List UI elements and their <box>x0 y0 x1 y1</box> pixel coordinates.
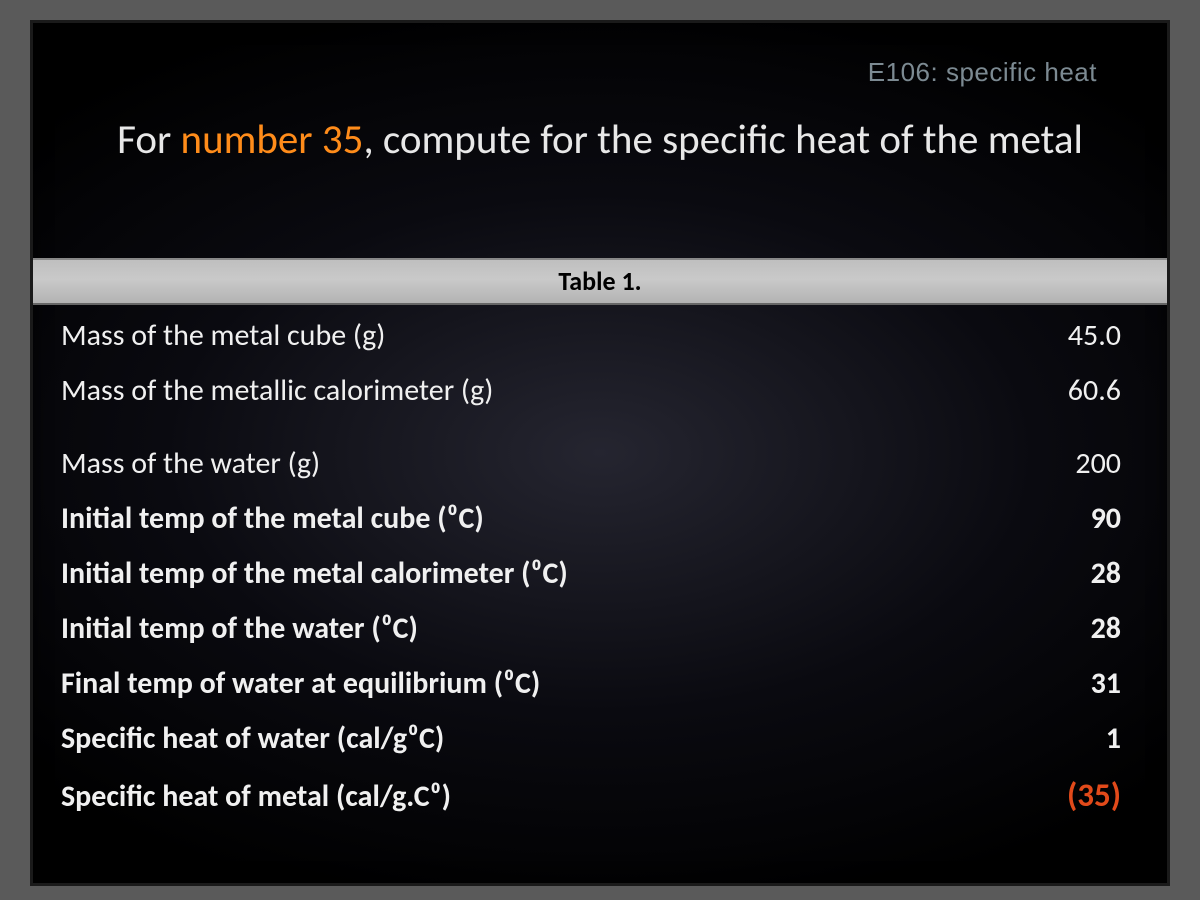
row-label: Specific heat of water (cal/g⁰C) <box>61 720 1011 757</box>
title-pre: For <box>117 115 180 165</box>
table-row: Mass of the metallic calorimeter (g)60.6 <box>61 363 1127 418</box>
row-value: 31 <box>1011 665 1127 702</box>
table-row: Final temp of water at equilibrium (⁰C)3… <box>61 656 1127 711</box>
row-value: 90 <box>1011 500 1127 537</box>
row-value: 200 <box>1011 445 1127 482</box>
row-value-answer: (35) <box>1011 775 1127 815</box>
slide-frame: E106: specific heat For number 35, compu… <box>30 20 1170 886</box>
table-row: Initial temp of the water (⁰C)28 <box>61 601 1127 656</box>
row-label: Initial temp of the water (⁰C) <box>61 610 1011 647</box>
row-label: Mass of the metallic calorimeter (g) <box>61 372 1011 409</box>
row-value: 28 <box>1011 555 1127 592</box>
title-post: , compute for the specific heat of the m… <box>363 115 1082 165</box>
table-row: Mass of the metal cube (g)45.0 <box>61 308 1127 363</box>
row-value: 60.6 <box>1011 372 1127 409</box>
table-row: Initial temp of the metal calorimeter (⁰… <box>61 546 1127 601</box>
row-value: 28 <box>1011 610 1127 647</box>
data-table: Mass of the metal cube (g)45.0Mass of th… <box>61 308 1127 824</box>
slide-header-tag: E106: specific heat <box>868 57 1097 88</box>
table-row: Mass of the water (g)200 <box>61 436 1127 491</box>
slide-title: For number 35, compute for the specific … <box>33 113 1167 168</box>
table-row: Initial temp of the metal cube (⁰C)90 <box>61 491 1127 546</box>
row-value: 1 <box>1011 720 1127 757</box>
row-label: Final temp of water at equilibrium (⁰C) <box>61 665 1011 702</box>
row-label: Initial temp of the metal cube (⁰C) <box>61 500 1011 537</box>
title-highlight: number 35 <box>181 115 364 165</box>
row-value: 45.0 <box>1011 317 1127 354</box>
row-label: Specific heat of metal (cal/g.C⁰) <box>61 778 1011 815</box>
row-label: Initial temp of the metal calorimeter (⁰… <box>61 555 1011 592</box>
table-caption-band: Table 1. <box>33 258 1167 305</box>
table-row: Specific heat of metal (cal/g.C⁰)(35) <box>61 766 1127 824</box>
row-label: Mass of the metal cube (g) <box>61 317 1011 354</box>
table-row: Specific heat of water (cal/g⁰C)1 <box>61 711 1127 766</box>
row-label: Mass of the water (g) <box>61 445 1011 482</box>
